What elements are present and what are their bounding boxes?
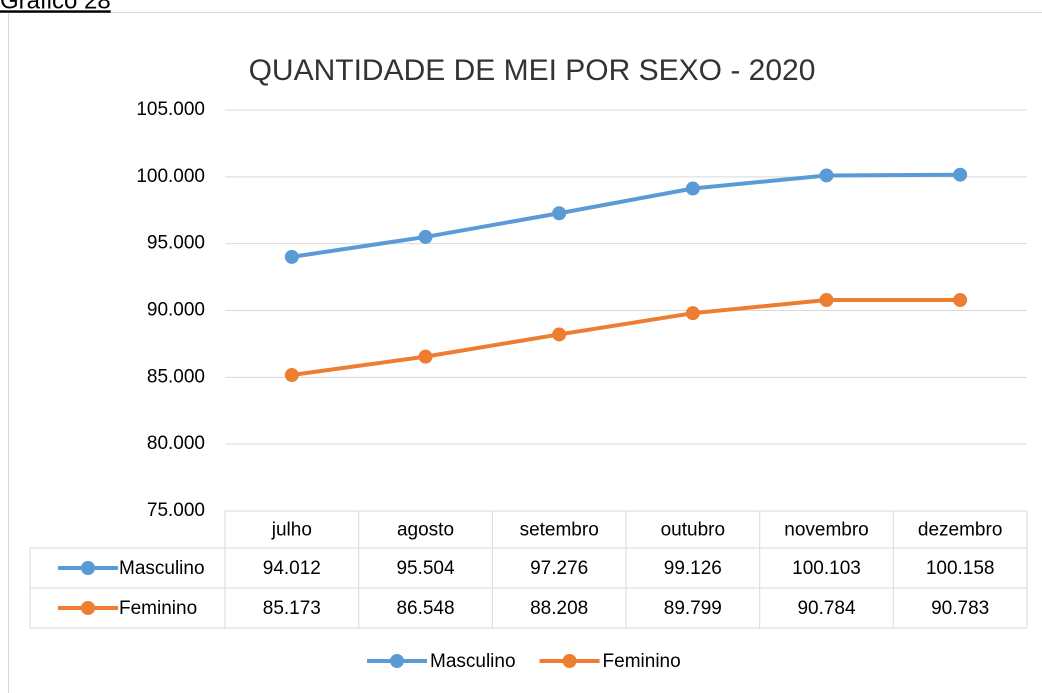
data-point (284, 249, 299, 264)
data-point (284, 368, 299, 383)
y-tick-label: 100.000 (136, 166, 205, 187)
data-point (953, 167, 968, 182)
y-tick-label: 85.000 (147, 366, 205, 387)
y-tick-label: 105.000 (136, 99, 205, 120)
table-value: 97.276 (530, 558, 588, 579)
legend-marker (390, 654, 404, 668)
x-tick-label: setembro (520, 520, 599, 541)
table-value: 90.783 (931, 598, 989, 619)
caption: Gráfico 28 (0, 0, 111, 14)
data-point (552, 206, 567, 221)
table-value: 90.784 (797, 598, 856, 619)
data-point (685, 306, 700, 321)
series-line (291, 172, 961, 259)
data-point (552, 327, 567, 342)
y-tick-label: 75.000 (147, 500, 205, 521)
y-tick-label: 80.000 (147, 433, 205, 454)
data-point (418, 229, 433, 244)
table-value: 95.504 (396, 558, 455, 579)
data-point (953, 293, 968, 308)
series-line (291, 298, 961, 378)
legend-label: Feminino (603, 651, 681, 672)
legend-marker (562, 654, 577, 668)
legend-marker (81, 561, 95, 575)
chart-title: QUANTIDADE DE MEI POR SEXO - 2020 (249, 54, 816, 87)
table-value: 85.173 (263, 598, 321, 619)
x-tick-label: dezembro (918, 520, 1003, 541)
table-value: 99.126 (664, 558, 722, 579)
x-tick-label: agosto (397, 520, 454, 541)
table-value: 100.158 (926, 558, 995, 579)
legend-label: Masculino (119, 558, 205, 579)
table-value: 94.012 (263, 558, 321, 579)
data-point (418, 349, 433, 364)
data-point (819, 168, 834, 183)
legend-label: Masculino (430, 651, 516, 672)
table-value: 89.799 (664, 598, 722, 619)
x-tick-label: outubro (661, 520, 725, 541)
chart-border (8, 12, 1042, 693)
legend-label: Feminino (119, 598, 197, 619)
table-value: 86.548 (396, 598, 454, 619)
x-tick-label: julho (271, 520, 312, 541)
y-tick-label: 95.000 (147, 233, 205, 254)
table-value: 88.208 (530, 598, 588, 619)
x-tick-label: novembro (784, 520, 869, 541)
y-tick-label: 90.000 (147, 300, 205, 321)
legend-marker (81, 601, 95, 615)
data-point (685, 181, 700, 196)
data-point (819, 293, 834, 308)
table-value: 100.103 (792, 558, 861, 579)
